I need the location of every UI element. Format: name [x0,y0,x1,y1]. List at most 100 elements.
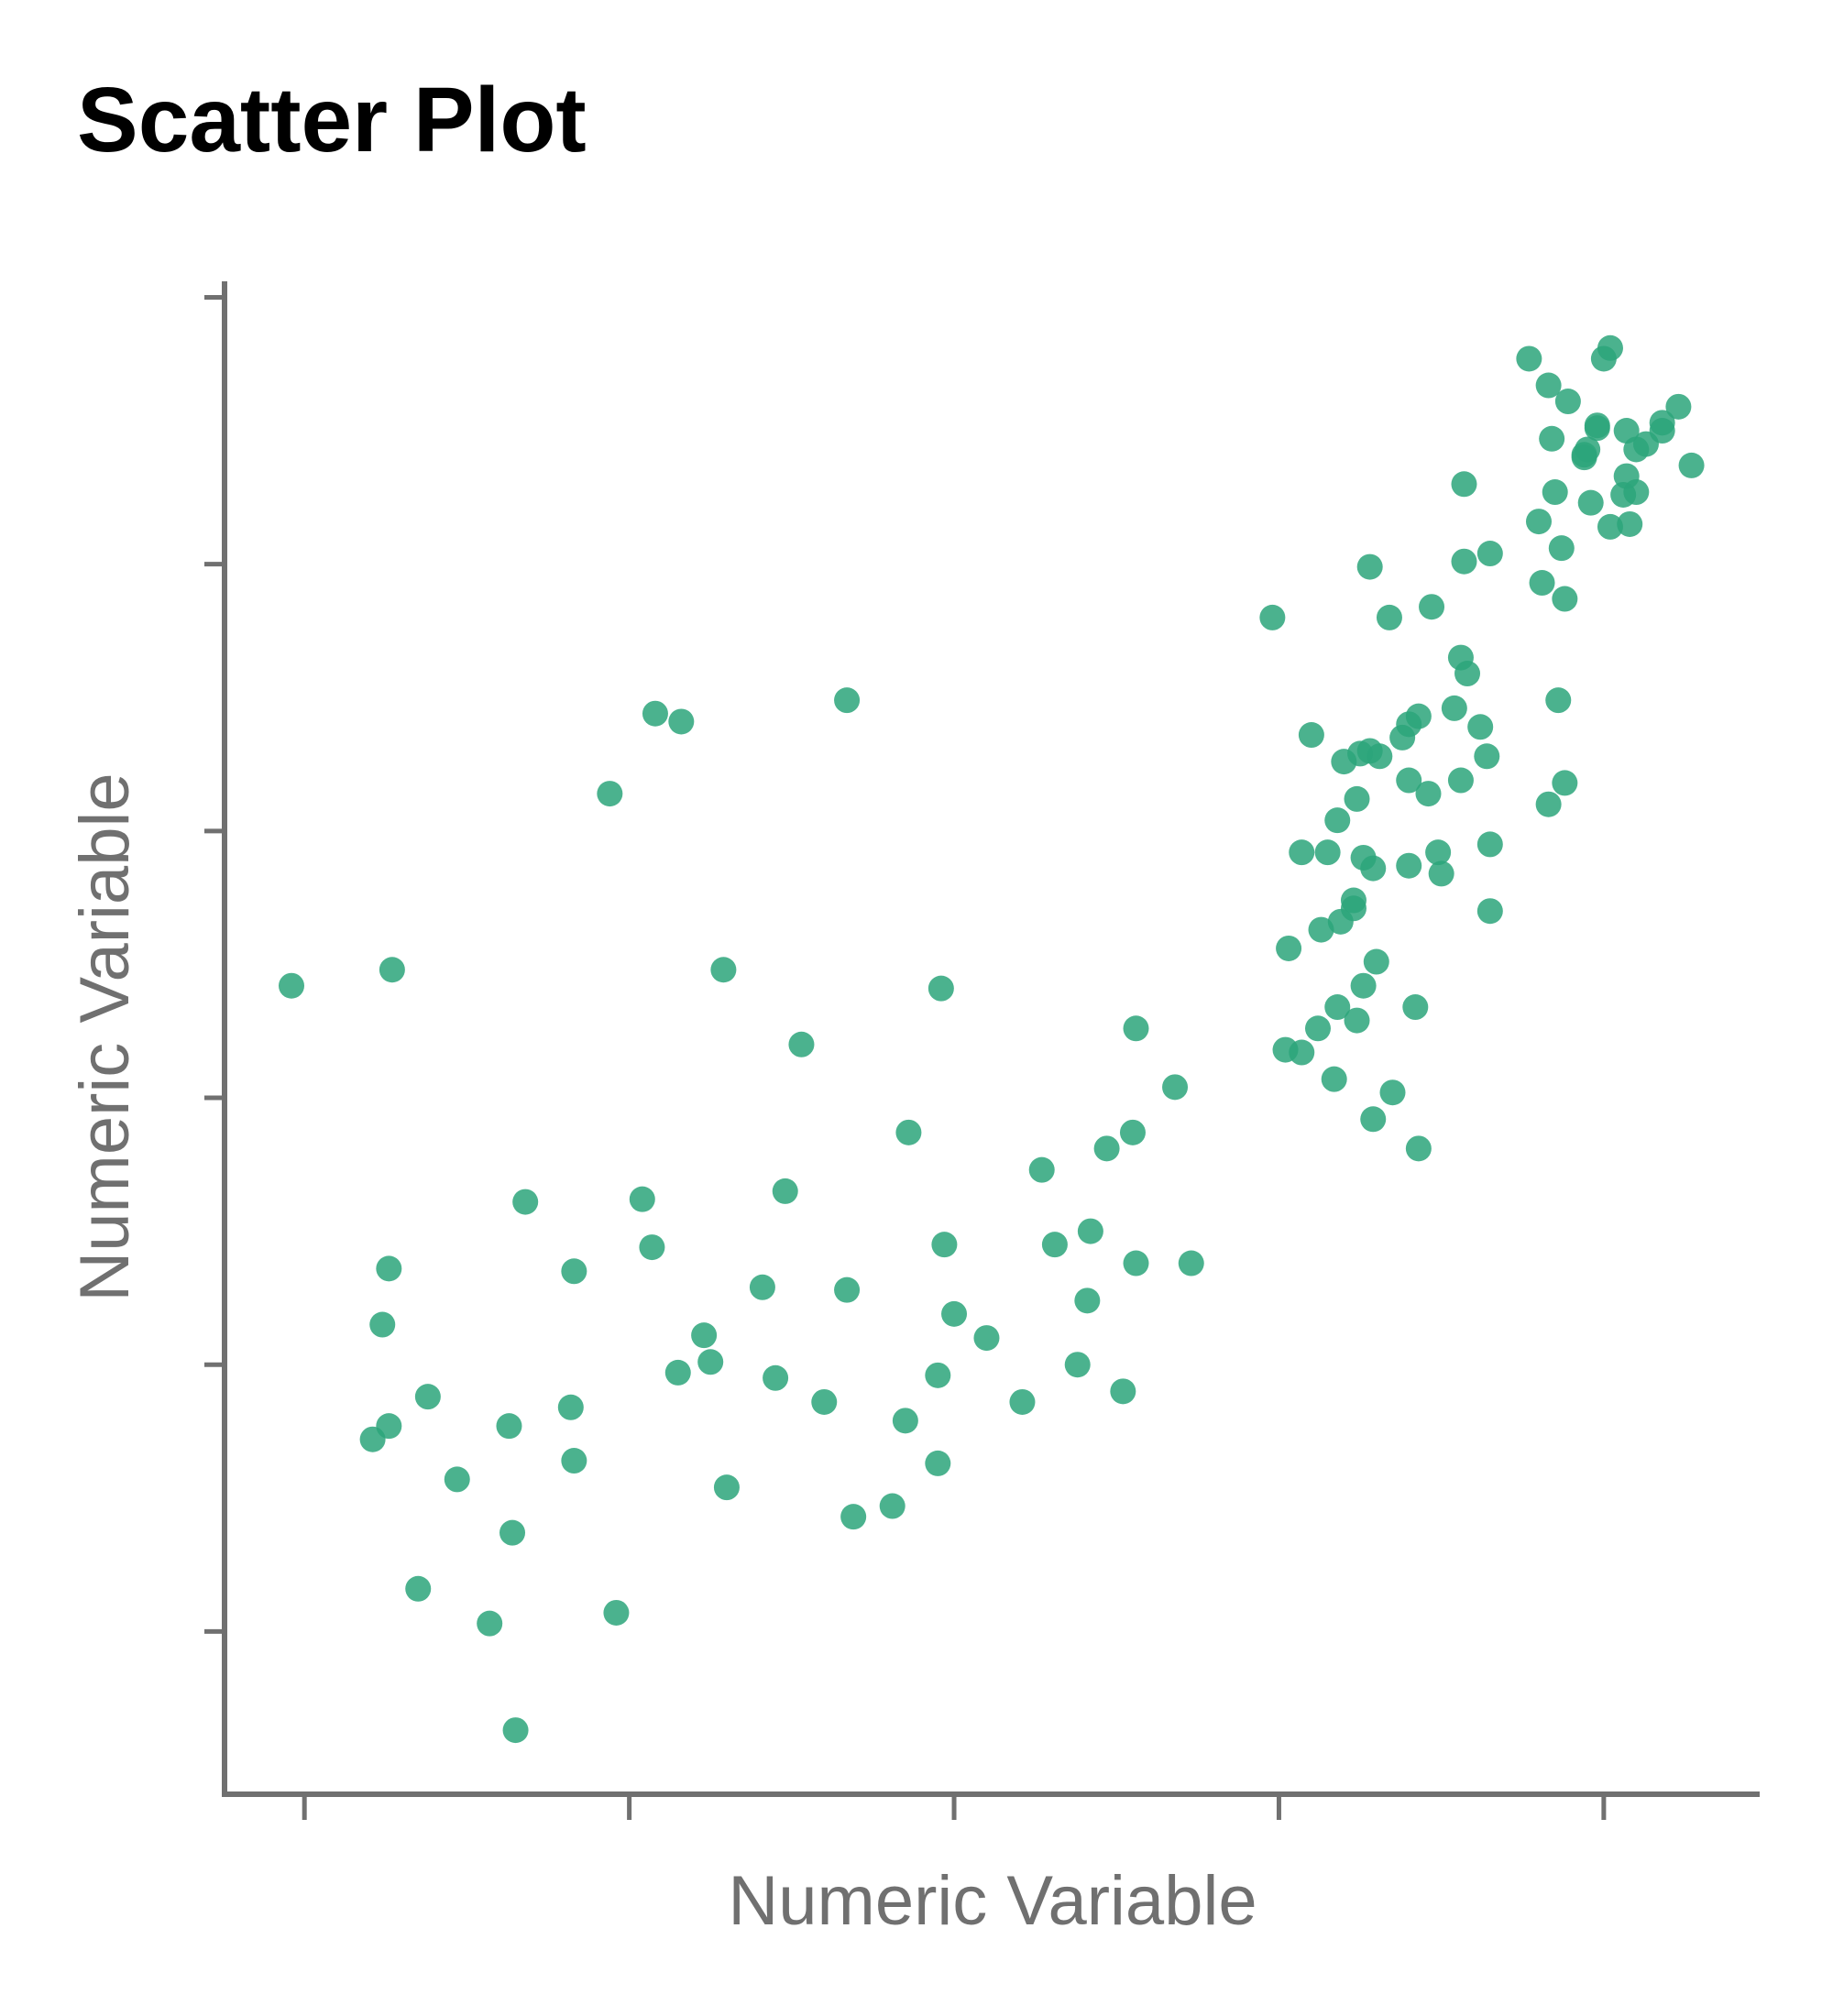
point [811,1388,838,1415]
point [1535,791,1562,817]
point [1577,489,1604,516]
point [1552,770,1578,796]
point [668,708,695,735]
point [1298,722,1324,749]
point [1123,1250,1149,1276]
point [1542,479,1568,506]
point [1289,839,1315,866]
point [1597,513,1623,540]
point [603,1599,630,1626]
point [1259,604,1286,630]
point [1304,1015,1331,1042]
point [879,1493,906,1519]
point [561,1448,587,1474]
point [772,1178,798,1204]
point [279,972,305,999]
point [1454,661,1481,687]
x-axis-label: Numeric Variable [728,1862,1257,1940]
point [895,1119,922,1145]
point [359,1426,386,1452]
point [1367,743,1393,770]
point [1093,1135,1120,1162]
point [1402,994,1429,1021]
point [931,1232,958,1258]
point [1425,839,1452,866]
point [973,1325,1000,1352]
point [1649,418,1675,444]
point [414,1384,441,1410]
point [1350,972,1377,999]
point [512,1189,539,1215]
point [1405,1135,1432,1162]
point [376,1255,402,1282]
point [1516,345,1542,372]
point [1276,935,1302,961]
point [1396,767,1422,794]
point [1617,510,1643,537]
point [691,1322,718,1349]
chart-title: Scatter Plot [77,69,587,171]
point [496,1413,522,1440]
point [1474,743,1500,770]
point [1451,471,1477,498]
point [1571,444,1597,471]
point [925,1450,951,1476]
point [1041,1232,1068,1258]
point [1447,767,1474,794]
point [892,1408,918,1434]
point [1356,553,1383,580]
point [1415,781,1442,807]
point [1467,714,1494,740]
point [1308,916,1334,943]
point [1535,372,1562,399]
point [639,1234,665,1261]
point [1360,1106,1387,1133]
point [1324,807,1351,834]
point [379,957,405,983]
point [1525,509,1552,535]
point [1419,594,1445,620]
point [1428,860,1454,887]
point [477,1610,503,1637]
point [1665,393,1692,420]
point [1344,1007,1370,1034]
point [1529,570,1555,597]
point [1476,541,1503,567]
point [710,957,737,983]
point [1178,1250,1204,1276]
point [1077,1218,1103,1244]
point [1376,604,1402,630]
point [1678,452,1705,478]
point [557,1394,584,1420]
point [1028,1156,1055,1183]
point [1451,548,1477,575]
point [597,781,623,807]
point [1613,463,1640,489]
point [1539,425,1565,452]
point [1545,687,1572,714]
point [1476,898,1503,925]
point [1289,1039,1315,1066]
point [444,1466,470,1493]
point [1123,1015,1149,1042]
point [1379,1079,1406,1106]
point [788,1031,815,1057]
point [834,687,861,714]
point [713,1474,740,1501]
point [502,1717,529,1744]
point [1441,695,1467,721]
point [1363,948,1389,975]
point [642,700,668,727]
point [834,1276,861,1303]
point [1162,1074,1189,1101]
point [1324,994,1351,1021]
y-axis-label: Numeric Variable [66,772,144,1301]
point [1321,1066,1347,1092]
point [664,1359,691,1386]
point [499,1519,526,1546]
point [1597,334,1623,361]
point [840,1504,867,1530]
point [1344,785,1370,812]
point [1110,1378,1136,1405]
point [1119,1119,1146,1145]
